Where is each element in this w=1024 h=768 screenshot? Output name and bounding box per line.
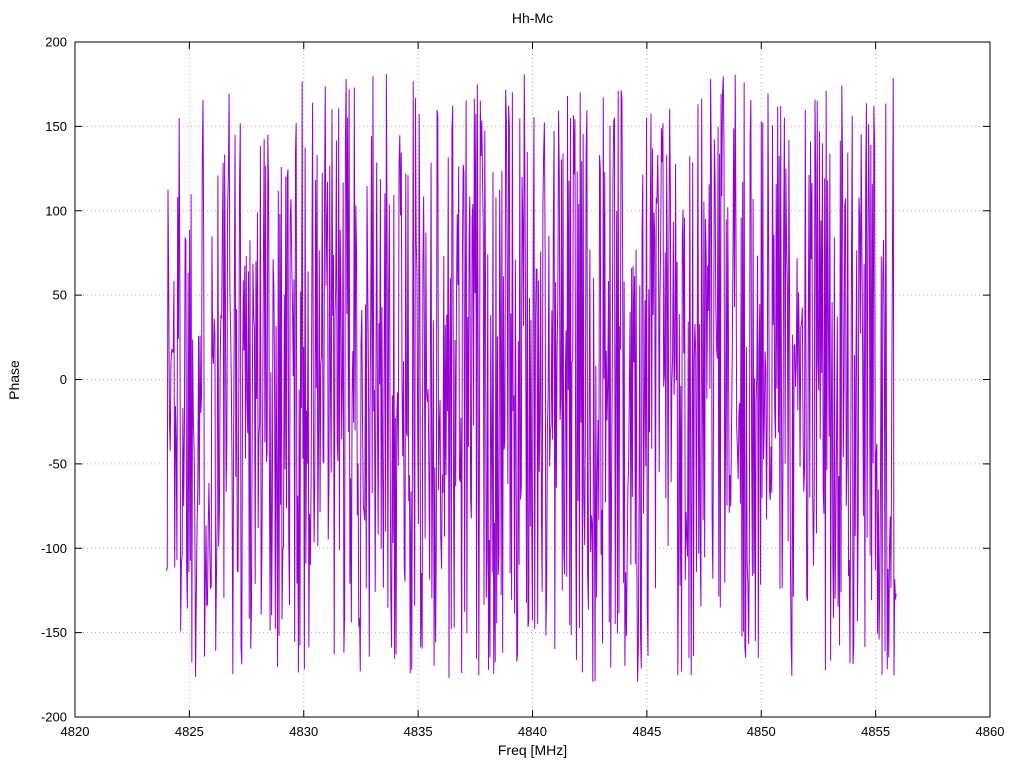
y-tick-label: -50 <box>48 456 67 471</box>
y-tick-label: -100 <box>41 541 67 556</box>
chart-title: Hh-Mc <box>511 10 554 26</box>
x-tick-label: 4860 <box>976 724 1005 739</box>
x-tick-label: 4820 <box>61 724 90 739</box>
x-tick-label: 4825 <box>175 724 204 739</box>
x-axis-label: Freq [MHz] <box>497 742 568 758</box>
x-tick-label: 4850 <box>747 724 776 739</box>
y-tick-label: 150 <box>45 119 67 134</box>
y-tick-label: 0 <box>60 372 67 387</box>
y-tick-label: -150 <box>41 625 67 640</box>
x-tick-label: 4855 <box>861 724 890 739</box>
y-tick-label: -200 <box>41 710 67 725</box>
y-tick-label: 50 <box>53 288 67 303</box>
y-tick-label: 100 <box>45 203 67 218</box>
y-axis-label: Phase <box>6 360 22 400</box>
x-tick-label: 4845 <box>632 724 661 739</box>
x-tick-label: 4830 <box>289 724 318 739</box>
x-tick-label: 4840 <box>518 724 547 739</box>
phase-data-line <box>166 74 897 682</box>
y-tick-label: 200 <box>45 35 67 50</box>
x-tick-label: 4835 <box>404 724 433 739</box>
